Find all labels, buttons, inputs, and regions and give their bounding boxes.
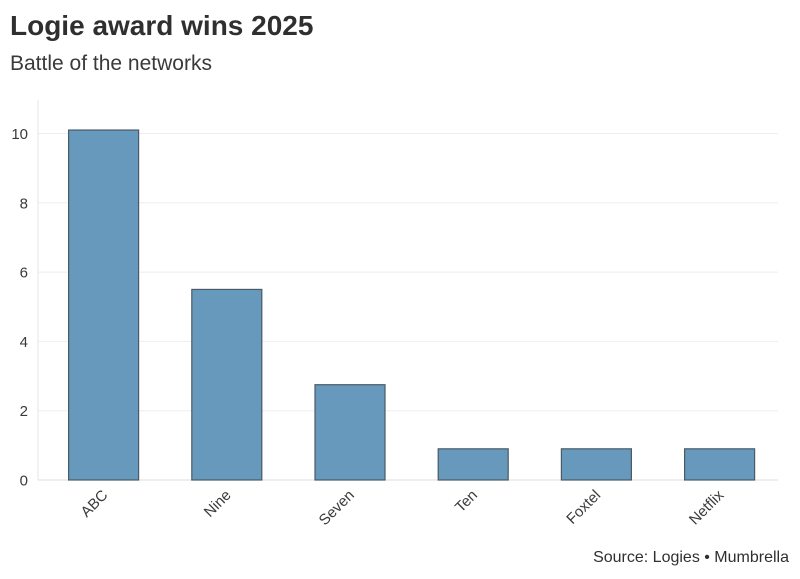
y-tick-label: 0 <box>20 473 28 490</box>
bar-seven <box>314 384 386 481</box>
y-tick-label: 10 <box>11 126 28 143</box>
x-tick-label: ABC <box>78 487 112 521</box>
y-tick-label: 8 <box>20 195 28 212</box>
y-axis-ticks: 0 2 4 6 8 10 <box>11 126 28 490</box>
y-tick-label: 4 <box>20 334 28 351</box>
x-tick-label: Ten <box>452 487 481 516</box>
chart-subtitle: Battle of the networks <box>10 52 212 75</box>
x-tick-label: Seven <box>316 487 358 529</box>
bar-ten <box>437 448 509 481</box>
x-axis-ticks: ABC Nine Seven Ten Foxtel Netflix <box>78 486 728 528</box>
bars <box>67 129 756 481</box>
x-tick-label: Foxtel <box>563 487 604 528</box>
chart-source: Source: Logies • Mumbrella <box>593 549 789 566</box>
chart-title: Logie award wins 2025 <box>10 10 314 41</box>
x-tick-label: Nine <box>201 487 235 521</box>
y-tick-label: 6 <box>20 265 28 282</box>
bar-abc <box>67 129 140 481</box>
x-tick-label: Netflix <box>686 486 728 528</box>
bar-foxtel <box>560 448 633 481</box>
gridlines <box>38 133 778 481</box>
y-tick-label: 2 <box>20 403 28 420</box>
bar-nine <box>191 288 263 481</box>
bar-netflix <box>683 448 756 481</box>
